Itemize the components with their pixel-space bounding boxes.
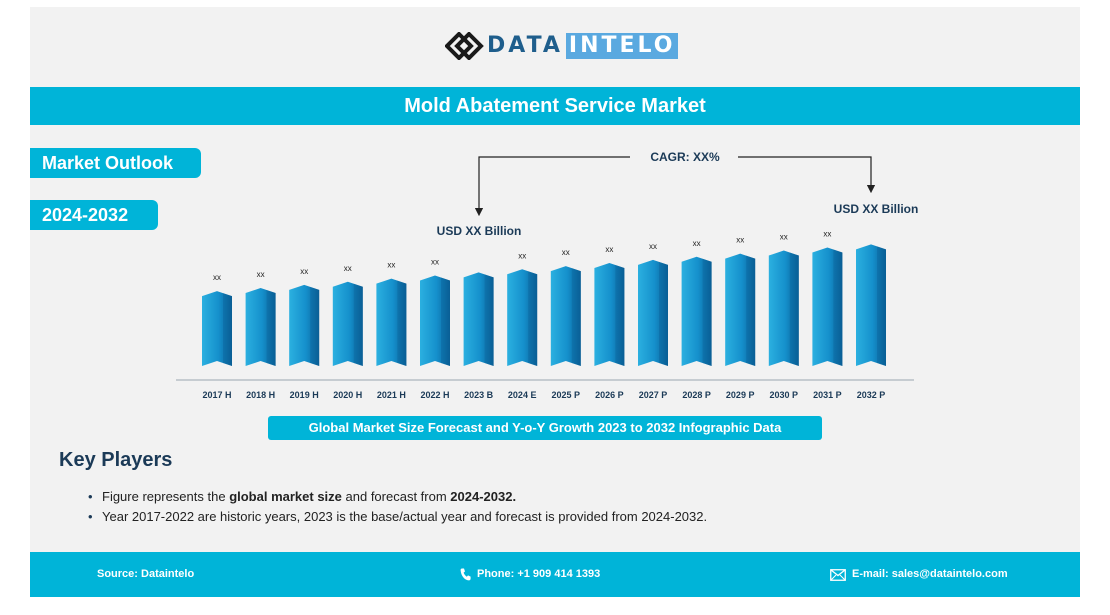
phone-text: Phone: +1 909 414 1393 [477,568,601,580]
data-label: xx [257,270,265,279]
bar-2017-h [202,291,232,366]
data-label: xx [344,264,352,273]
bar-2029-p [725,253,756,366]
x-tick-label: 2024 E [508,390,537,400]
bar-series [202,244,886,366]
x-tick-label: 2021 H [377,390,406,400]
x-tick-label: 2020 H [333,390,362,400]
logo-text-data: DATA [487,33,563,58]
bar-shade [746,255,756,366]
bar-shade [528,271,538,366]
data-label: xx [562,248,570,257]
mail-icon [830,568,846,581]
bar-2021-h [376,278,407,366]
bar-shade [484,274,494,366]
bar-shade [615,265,625,366]
bar-2026-p [594,263,625,366]
start-value-label: USD XX Billion [437,224,522,238]
bar-2020-h [332,281,363,366]
notes-list: Figure represents the global market size… [88,487,707,527]
footer-email[interactable]: E-mail: sales@dataintelo.com [830,552,1008,597]
key-players-heading: Key Players [59,449,173,471]
data-label: xx [736,236,744,245]
market-outlook-tag: Market Outlook [30,148,201,178]
x-tick-label: 2027 P [639,390,668,400]
data-label: xx [300,267,308,276]
brand-logo: DATA INTELO [445,32,679,60]
data-label: xx [387,261,395,270]
cagr-label: CAGR: XX% [650,150,720,164]
data-label: xx [518,251,526,260]
end-value-label: USD XX Billion [834,202,919,216]
x-tick-label: 2017 H [202,390,231,400]
footer-bar: Source: Dataintelo Phone: +1 909 414 139… [30,552,1080,597]
bar-shade [833,249,843,366]
data-label: xx [605,245,613,254]
bar-shade [441,277,450,366]
data-label: xx [431,258,439,267]
bar-shade [877,246,886,366]
bar-shade [353,283,363,366]
bar-2024-e [507,269,538,366]
x-tick-label: 2023 B [464,390,494,400]
x-tick-label: 2031 P [813,390,842,400]
logo-text-intelo: INTELO [565,33,679,59]
bar-2030-p [768,250,799,366]
data-label: xx [823,229,831,238]
x-tick-label: 2032 P [857,390,886,400]
forecast-years-tag: 2024-2032 [30,200,158,230]
source-text: Source: Dataintelo [97,568,195,580]
bar-2019-h [289,284,320,366]
data-label: xx [693,239,701,248]
chart-subtitle: Global Market Size Forecast and Y-o-Y Gr… [268,416,822,440]
data-label: xx [213,273,221,282]
email-text: E-mail: sales@dataintelo.com [852,568,1008,580]
bar-shade [223,293,232,366]
bar-shade [266,290,276,366]
note-item: Year 2017-2022 are historic years, 2023 … [88,507,707,527]
note-item: Figure represents the global market size… [88,487,707,507]
bar-shade [397,280,407,366]
x-tick-label: 2022 H [420,390,449,400]
x-tick-label: 2030 P [770,390,799,400]
cagr-arrow-left [474,156,630,217]
footer-phone[interactable]: Phone: +1 909 414 1393 [460,552,600,597]
bar-shade [702,258,712,366]
bar-2018-h [245,288,276,366]
bar-shade [571,268,581,366]
x-tick-label: 2019 H [290,390,319,400]
footer-source: Source: Dataintelo [97,552,194,597]
bar-shade [659,261,668,366]
bar-2031-p [812,247,843,366]
x-tick-label: 2028 P [682,390,711,400]
bar-2027-p [638,259,668,366]
bar-2032-p [856,244,886,366]
bar-2022-h [420,275,450,366]
data-label: xx [780,233,788,242]
bar-2028-p [681,256,712,366]
bar-shade [789,252,799,366]
x-tick-label: 2025 P [552,390,581,400]
phone-icon [460,568,471,581]
data-label: xx [649,242,657,251]
x-tick-label: 2029 P [726,390,755,400]
page-title: Mold Abatement Service Market [30,87,1080,125]
x-tick-label: 2018 H [246,390,275,400]
bar-2023-b [463,272,494,366]
bar-shade [310,286,320,366]
bar-2025-p [550,266,581,366]
cagr-arrow-right [738,156,876,194]
x-tick-label: 2026 P [595,390,624,400]
logo-diamond-icon [445,32,484,60]
